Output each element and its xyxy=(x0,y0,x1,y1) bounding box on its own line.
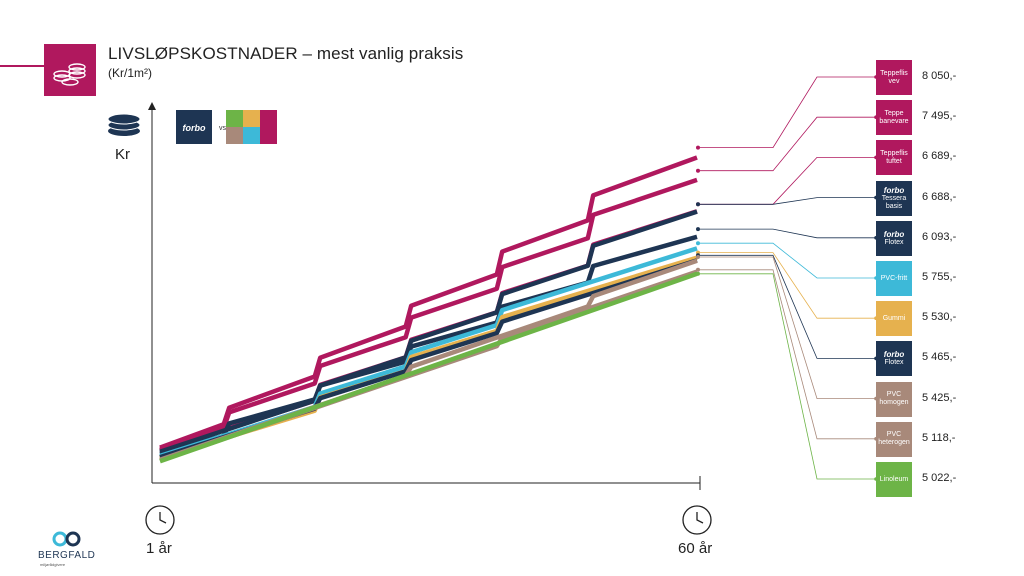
series-end-point xyxy=(696,227,700,232)
legend-connector xyxy=(700,256,876,400)
legend-value: 5 530,- xyxy=(922,311,957,324)
series-end-point xyxy=(696,202,700,207)
legend-value: 8 050,- xyxy=(922,70,957,82)
legend-label: forbo xyxy=(883,185,905,195)
legend-label: Teppeflis xyxy=(880,149,908,157)
legend-connector xyxy=(700,269,876,440)
series-line xyxy=(159,177,698,452)
series-line xyxy=(159,209,698,453)
clock-icon xyxy=(145,505,175,535)
series-end-point xyxy=(696,271,700,276)
legend-label: Teppe xyxy=(884,109,904,117)
legend-label: heterogen xyxy=(878,439,910,447)
legend-value: 5 425,- xyxy=(922,391,957,404)
chart-title: LIVSLØPSKOSTNADER – mest vanlig praksis xyxy=(108,44,464,63)
legend-connector xyxy=(700,254,876,359)
series-end-point xyxy=(696,241,700,246)
series-line xyxy=(159,258,698,462)
coins-icon xyxy=(44,44,96,96)
legend-value: 5 022,- xyxy=(922,472,957,484)
chart-subtitle: (Kr/1m²) xyxy=(108,66,152,80)
legend-connector xyxy=(700,252,876,319)
legend-label: forbo xyxy=(883,229,905,239)
bergfald-logo-icon xyxy=(52,530,82,553)
legend-swatch: forbo Flotex xyxy=(876,220,912,256)
legend-label: PVC xyxy=(886,391,902,399)
logo-name: BERGFALD xyxy=(38,550,96,561)
legend-label: Flotex xyxy=(884,359,904,367)
series-end-point xyxy=(696,267,700,272)
header-accent-line xyxy=(0,65,44,67)
series-end-point xyxy=(696,255,700,259)
legend-connector xyxy=(700,273,876,480)
x-axis-end-label: 60 år xyxy=(678,540,713,557)
legend-swatch: Gummi xyxy=(876,301,912,337)
forbo-logo-icon: forbo xyxy=(183,123,206,133)
legend-value: 5 755,- xyxy=(922,271,957,283)
legend-swatch: PVC homogen xyxy=(876,381,912,417)
clock-icon xyxy=(682,505,712,535)
legend-label: PVC xyxy=(886,431,902,439)
legend-connector xyxy=(700,116,876,172)
legend-connector xyxy=(700,197,876,205)
legend-label: tuftet xyxy=(886,157,902,165)
series-line xyxy=(159,209,698,454)
legend-label: Tessera basis xyxy=(881,194,907,210)
legend-value: 6 093,- xyxy=(922,230,957,243)
legend-value: 5 465,- xyxy=(922,351,957,364)
legend-value: 6 688,- xyxy=(922,190,957,203)
legend-label: forbo xyxy=(883,350,905,360)
legend-label: PVC-fritt xyxy=(880,274,908,282)
legend-connector xyxy=(700,76,876,149)
legend-connector xyxy=(700,242,876,279)
series-end-point xyxy=(696,168,700,173)
legend-label: Flotex xyxy=(884,238,904,246)
comparison-badge: forbo vs xyxy=(176,110,277,144)
legend-value: 6 689,- xyxy=(922,150,957,163)
legend-swatch: Teppeflis tuftet xyxy=(876,140,912,176)
legend-label: vev xyxy=(888,77,900,85)
coin-stack-icon xyxy=(107,113,141,136)
legend-value: 7 495,- xyxy=(922,110,957,123)
versus-label: vs xyxy=(219,125,227,132)
x-axis-start-label: 1 år xyxy=(146,540,172,557)
legend-label: Teppeflis xyxy=(880,69,908,77)
legend-label: Linoleum xyxy=(879,475,909,483)
legend-label: banevare xyxy=(879,117,909,125)
legend-swatch: PVC heterogen xyxy=(876,421,912,457)
legend-swatch: Teppeflis vev xyxy=(876,60,912,95)
series-end-point xyxy=(696,145,700,150)
legend-swatch: PVC-fritt xyxy=(876,261,912,296)
legend-swatch: Teppe banevare xyxy=(876,100,912,136)
legend-swatch: forbo Flotex xyxy=(876,341,912,377)
legend-swatch: forbo Tessera basis xyxy=(876,180,912,216)
legend-value: 5 118,- xyxy=(922,431,956,444)
y-axis-label: Kr xyxy=(115,146,130,163)
legend-connector xyxy=(700,228,876,239)
logo-tagline: miljørådgivere xyxy=(40,562,66,567)
series-line xyxy=(159,271,698,464)
legend-label: Gummi xyxy=(882,314,906,322)
legend-label: homogen xyxy=(879,399,909,407)
y-axis-arrow xyxy=(148,102,156,110)
legend-swatch: Linoleum xyxy=(876,462,912,497)
